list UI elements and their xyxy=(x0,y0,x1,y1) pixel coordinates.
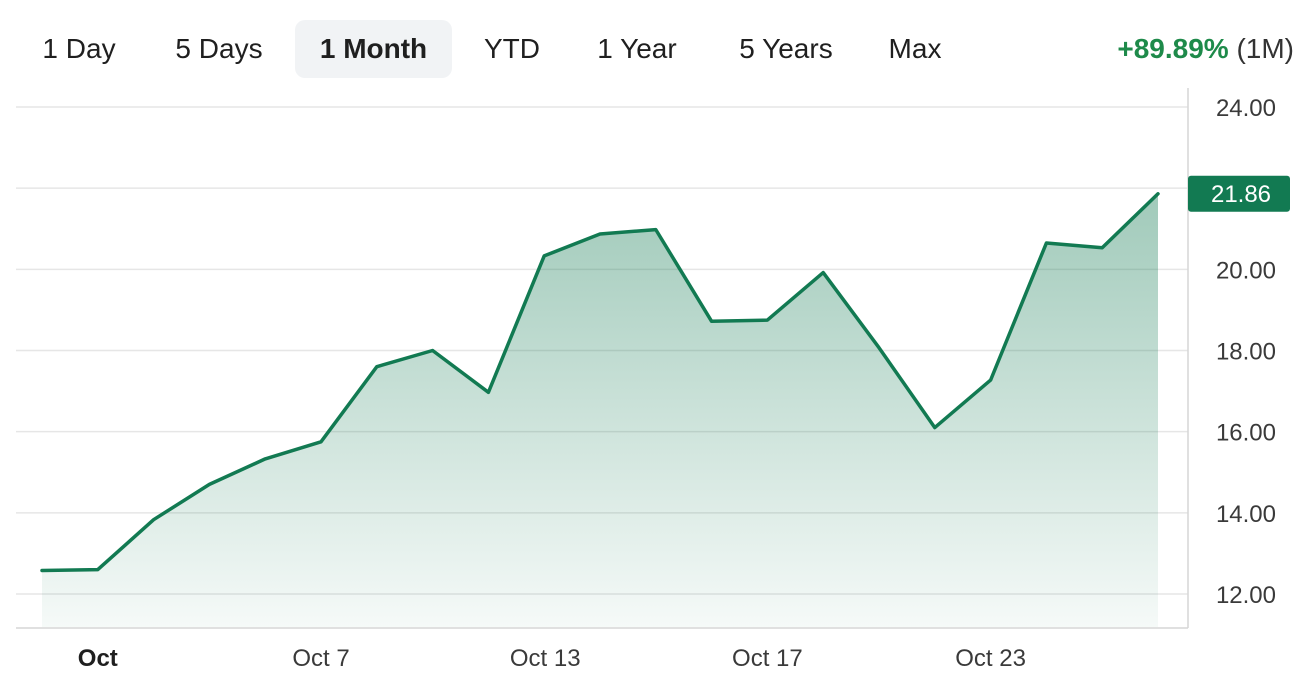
last-price-value: 21.86 xyxy=(1211,181,1271,208)
tab-1-year[interactable]: 1 Year xyxy=(597,33,677,64)
price-area xyxy=(42,193,1158,628)
tab-ytd[interactable]: YTD xyxy=(484,33,540,64)
range-tabs: 1 Day 5 Days 1 Month YTD 1 Year 5 Years … xyxy=(20,20,960,78)
tab-5-days[interactable]: 5 Days xyxy=(175,33,263,64)
change-period: (1M) xyxy=(1236,33,1294,64)
y-tick-label: 16.00 xyxy=(1216,420,1276,447)
y-tick-label: 20.00 xyxy=(1216,257,1276,284)
y-axis-ticks: 24.00 20.00 18.00 16.00 14.00 12.00 xyxy=(1216,95,1276,609)
last-price-badge xyxy=(1188,175,1290,212)
x-tick-label: Oct 17 xyxy=(732,645,803,672)
tab-5-years[interactable]: 5 Years xyxy=(739,33,833,64)
y-tick-label: 24.00 xyxy=(1216,95,1276,122)
x-tick-label: Oct 23 xyxy=(955,645,1026,672)
price-change: +89.89% (1M) xyxy=(1117,20,1294,78)
tab-1-month[interactable]: 1 Month xyxy=(295,20,452,78)
x-axis-ticks: Oct Oct 7 Oct 13 Oct 17 Oct 23 xyxy=(78,645,1026,672)
y-tick-label: 18.00 xyxy=(1216,339,1276,366)
x-tick-label: Oct 7 xyxy=(292,645,349,672)
last-price-label: 21.86 xyxy=(1188,175,1290,212)
y-tick-label: 14.00 xyxy=(1216,501,1276,528)
change-percent: +89.89% xyxy=(1117,33,1229,64)
y-tick-label: 12.00 xyxy=(1216,582,1276,609)
tab-max[interactable]: Max xyxy=(888,33,942,64)
tab-1-day[interactable]: 1 Day xyxy=(42,33,116,64)
x-tick-label: Oct xyxy=(78,645,118,672)
price-line xyxy=(40,192,1160,573)
x-tick-label: Oct 13 xyxy=(510,645,581,672)
